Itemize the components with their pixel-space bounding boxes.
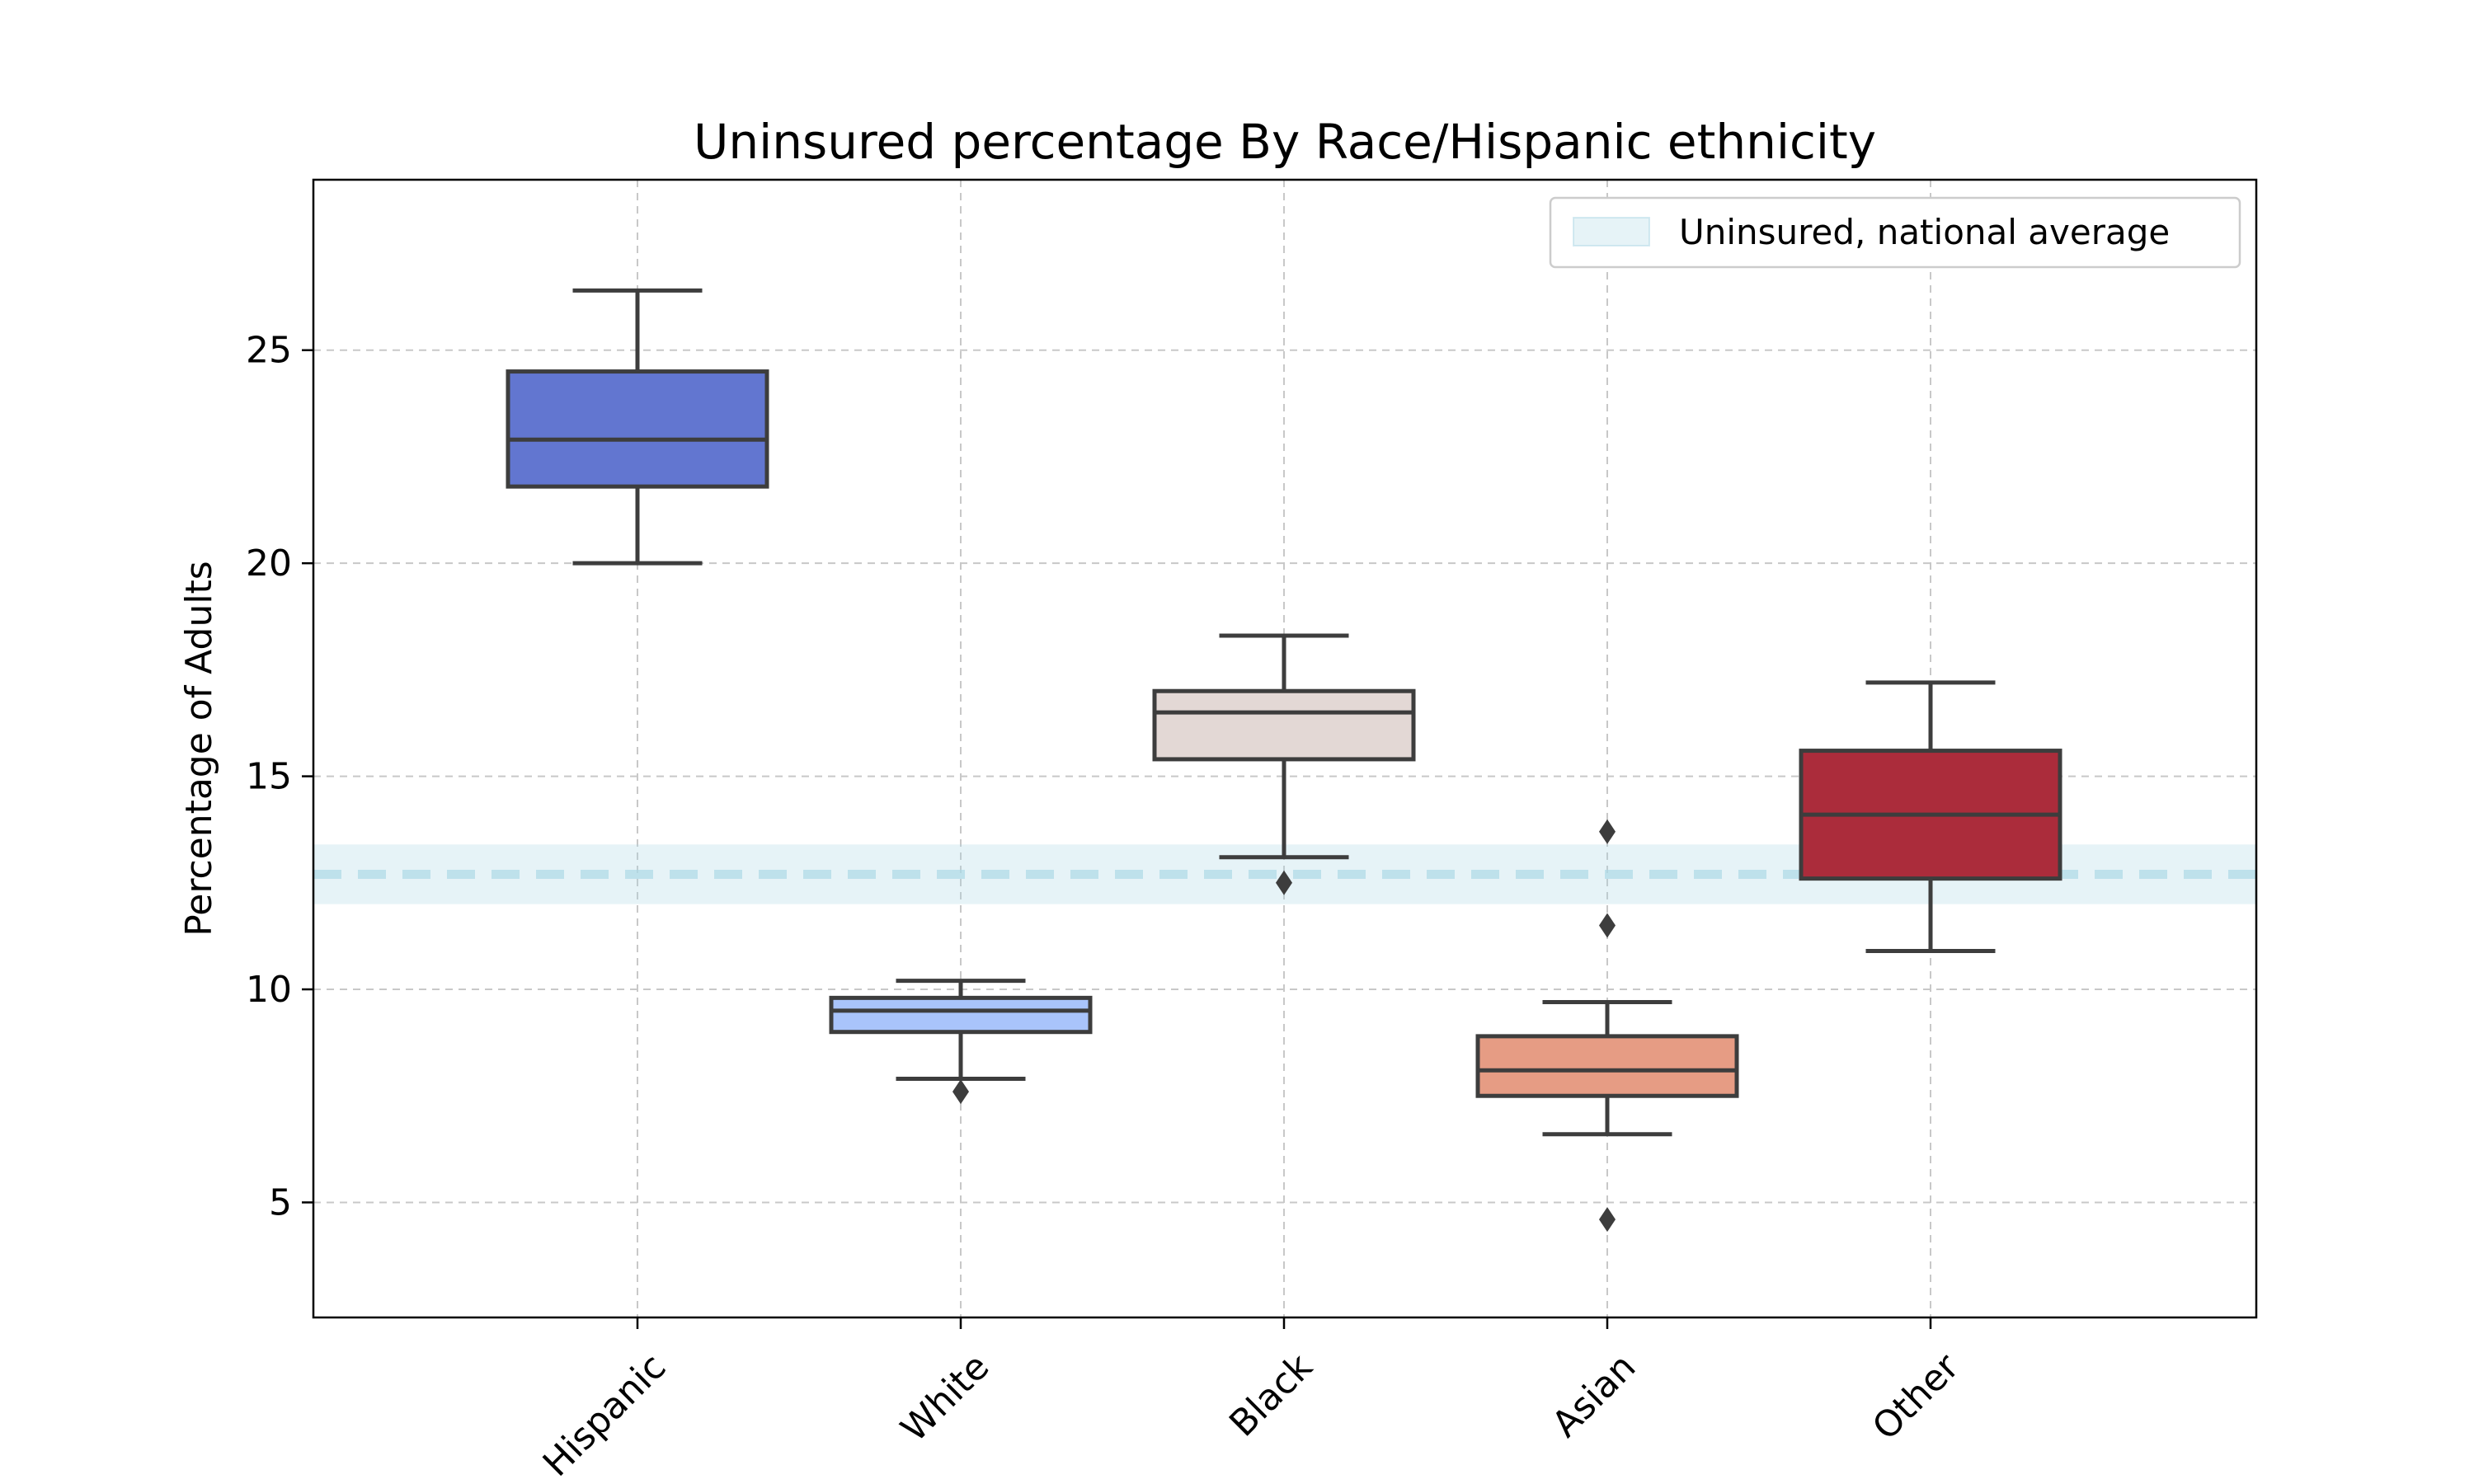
chart-title: Uninsured percentage By Race/Hispanic et…	[694, 114, 1876, 170]
boxes	[506, 288, 2062, 1233]
box-other	[1799, 680, 2062, 954]
y-axis-ticks: 5 10 15 20 25	[246, 330, 313, 1223]
box-hispanic	[506, 288, 769, 566]
box-iqr	[1152, 688, 1416, 762]
legend-swatch	[1573, 217, 1650, 247]
legend: Uninsured, national average	[1549, 196, 2241, 269]
y-tick-label: 20	[246, 542, 292, 585]
outlier-point	[1599, 1207, 1616, 1233]
legend-label: Uninsured, national average	[1679, 212, 2170, 252]
box-white	[829, 979, 1093, 1105]
legend-frame	[1549, 196, 2241, 269]
y-tick-label: 25	[246, 330, 292, 372]
box-iqr	[1475, 1034, 1739, 1098]
outlier-point	[1276, 870, 1292, 895]
box-iqr	[829, 995, 1093, 1035]
y-tick-label: 5	[269, 1181, 292, 1223]
y-tick-label: 10	[246, 969, 292, 1011]
outlier-point	[1599, 913, 1616, 938]
outlier-point	[1599, 819, 1616, 844]
box-iqr	[506, 369, 769, 489]
y-tick-label: 15	[246, 756, 292, 798]
outlier-point	[952, 1079, 969, 1105]
y-axis-label: Percentage of Adults	[178, 561, 220, 936]
box-black	[1152, 633, 1416, 895]
box-asian	[1475, 819, 1739, 1233]
